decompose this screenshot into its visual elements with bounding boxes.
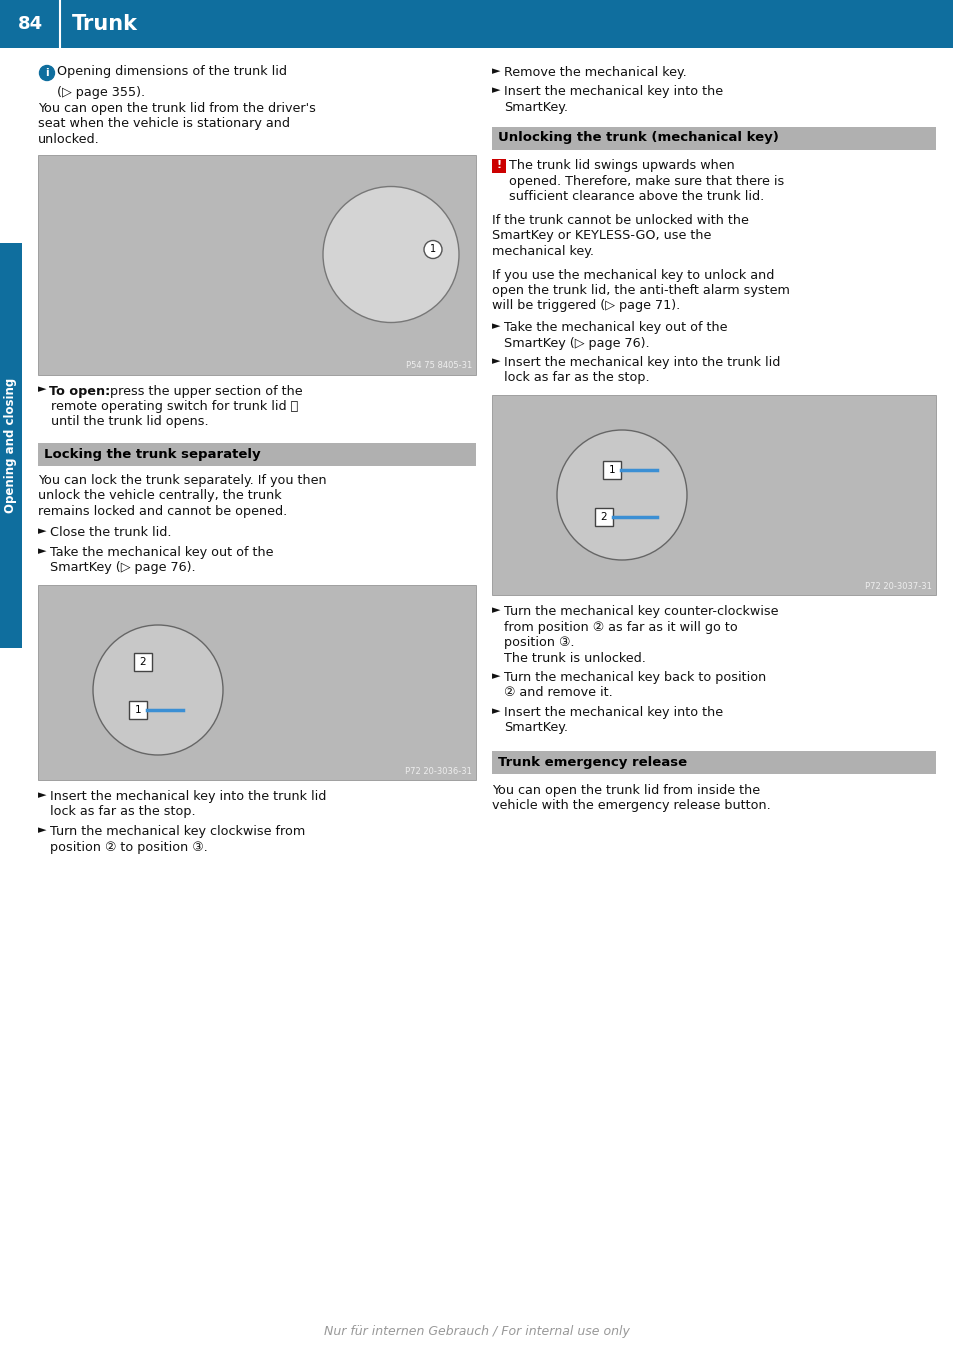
Text: ►: ► [38, 546, 47, 556]
Text: SmartKey.: SmartKey. [503, 102, 567, 114]
Text: ►: ► [38, 825, 47, 835]
Text: If the trunk cannot be unlocked with the: If the trunk cannot be unlocked with the [492, 214, 748, 227]
Text: opened. Therefore, make sure that there is: opened. Therefore, make sure that there … [509, 175, 783, 188]
Text: ►: ► [492, 672, 500, 681]
Text: SmartKey or KEYLESS-GO, use the: SmartKey or KEYLESS-GO, use the [492, 229, 711, 242]
Text: Opening and closing: Opening and closing [5, 378, 17, 513]
Text: sufficient clearance above the trunk lid.: sufficient clearance above the trunk lid… [509, 191, 763, 203]
Text: 84: 84 [17, 15, 43, 32]
Text: 2: 2 [600, 512, 607, 523]
Text: Insert the mechanical key into the trunk lid: Insert the mechanical key into the trunk… [50, 789, 326, 803]
Text: seat when the vehicle is stationary and: seat when the vehicle is stationary and [38, 118, 290, 130]
Text: If you use the mechanical key to unlock and: If you use the mechanical key to unlock … [492, 268, 774, 282]
Bar [492, 158, 505, 172]
Text: lock as far as the stop.: lock as far as the stop. [503, 371, 649, 385]
Text: Opening dimensions of the trunk lid: Opening dimensions of the trunk lid [57, 65, 287, 79]
Text: Take the mechanical key out of the: Take the mechanical key out of the [503, 321, 727, 334]
Text: press the upper section of the: press the upper section of the [106, 385, 302, 398]
Text: remains locked and cannot be opened.: remains locked and cannot be opened. [38, 505, 287, 519]
Text: Trunk emergency release: Trunk emergency release [497, 756, 686, 769]
Text: Trunk: Trunk [71, 14, 138, 34]
Text: P54 75 8405-31: P54 75 8405-31 [405, 362, 472, 371]
Text: ►: ► [492, 66, 500, 76]
Text: ►: ► [492, 321, 500, 330]
Text: vehicle with the emergency release button.: vehicle with the emergency release butto… [492, 799, 770, 812]
Text: The trunk lid swings upwards when: The trunk lid swings upwards when [509, 160, 734, 172]
Bar [38, 585, 476, 780]
Text: Turn the mechanical key back to position: Turn the mechanical key back to position [503, 672, 765, 684]
Circle shape [92, 626, 223, 756]
Bar [602, 460, 620, 479]
Text: You can open the trunk lid from inside the: You can open the trunk lid from inside t… [492, 784, 760, 798]
Bar [38, 154, 476, 375]
Text: Turn the mechanical key counter-clockwise: Turn the mechanical key counter-clockwis… [503, 605, 778, 617]
Circle shape [423, 241, 441, 259]
Bar [129, 701, 147, 719]
Text: The trunk is unlocked.: The trunk is unlocked. [503, 651, 645, 665]
Text: (▷ page 355).: (▷ page 355). [57, 87, 145, 99]
Text: Nur für internen Gebrauch / For internal use only: Nur für internen Gebrauch / For internal… [324, 1326, 629, 1339]
Bar [492, 395, 935, 594]
Text: 1: 1 [430, 245, 436, 255]
Circle shape [39, 65, 54, 80]
Text: You can open the trunk lid from the driver's: You can open the trunk lid from the driv… [38, 102, 315, 115]
Text: SmartKey.: SmartKey. [503, 722, 567, 734]
Text: unlocked.: unlocked. [38, 133, 100, 146]
Text: position ③.: position ③. [503, 636, 574, 649]
Text: SmartKey (▷ page 76).: SmartKey (▷ page 76). [50, 562, 195, 574]
Text: open the trunk lid, the anti-theft alarm system: open the trunk lid, the anti-theft alarm… [492, 284, 789, 297]
Text: ►: ► [492, 356, 500, 366]
Text: Insert the mechanical key into the: Insert the mechanical key into the [503, 85, 722, 99]
Text: ►: ► [38, 385, 47, 394]
Text: Insert the mechanical key into the trunk lid: Insert the mechanical key into the trunk… [503, 356, 780, 370]
Text: ►: ► [38, 527, 47, 536]
Text: remote operating switch for trunk lid ⓞ: remote operating switch for trunk lid ⓞ [51, 399, 298, 413]
Text: To open:: To open: [49, 385, 111, 398]
Text: i: i [45, 68, 49, 79]
Text: 1: 1 [608, 464, 615, 475]
Text: ►: ► [492, 85, 500, 96]
Text: ►: ► [38, 789, 47, 800]
Text: lock as far as the stop.: lock as far as the stop. [50, 806, 195, 819]
Text: from position ② as far as it will go to: from position ② as far as it will go to [503, 620, 737, 634]
Text: 2: 2 [139, 657, 146, 668]
Text: Turn the mechanical key clockwise from: Turn the mechanical key clockwise from [50, 825, 305, 838]
Text: Take the mechanical key out of the: Take the mechanical key out of the [50, 546, 274, 559]
Text: Remove the mechanical key.: Remove the mechanical key. [503, 66, 686, 79]
Circle shape [323, 187, 458, 322]
Bar [133, 653, 152, 672]
Text: mechanical key.: mechanical key. [492, 245, 594, 259]
Text: will be triggered (▷ page 71).: will be triggered (▷ page 71). [492, 299, 679, 313]
Text: ② and remove it.: ② and remove it. [503, 686, 612, 700]
Text: P72 20-3036-31: P72 20-3036-31 [405, 766, 472, 776]
Bar [492, 126, 935, 149]
Text: Close the trunk lid.: Close the trunk lid. [50, 527, 172, 539]
Text: until the trunk lid opens.: until the trunk lid opens. [51, 416, 209, 428]
Circle shape [557, 431, 686, 561]
Bar [0, 0, 953, 47]
Text: Unlocking the trunk (mechanical key): Unlocking the trunk (mechanical key) [497, 131, 778, 145]
Text: ►: ► [492, 705, 500, 716]
Text: unlock the vehicle centrally, the trunk: unlock the vehicle centrally, the trunk [38, 490, 281, 502]
Text: ►: ► [492, 605, 500, 615]
Bar [0, 242, 22, 649]
Text: 1: 1 [134, 705, 141, 715]
Text: SmartKey (▷ page 76).: SmartKey (▷ page 76). [503, 337, 649, 349]
Bar [595, 508, 613, 525]
Text: Locking the trunk separately: Locking the trunk separately [44, 448, 260, 460]
Bar [492, 751, 935, 774]
Text: !: ! [496, 161, 501, 171]
Text: position ② to position ③.: position ② to position ③. [50, 841, 208, 853]
Text: You can lock the trunk separately. If you then: You can lock the trunk separately. If yo… [38, 474, 326, 487]
Bar [38, 443, 476, 466]
Text: Insert the mechanical key into the: Insert the mechanical key into the [503, 705, 722, 719]
Text: P72 20-3037-31: P72 20-3037-31 [864, 582, 931, 590]
